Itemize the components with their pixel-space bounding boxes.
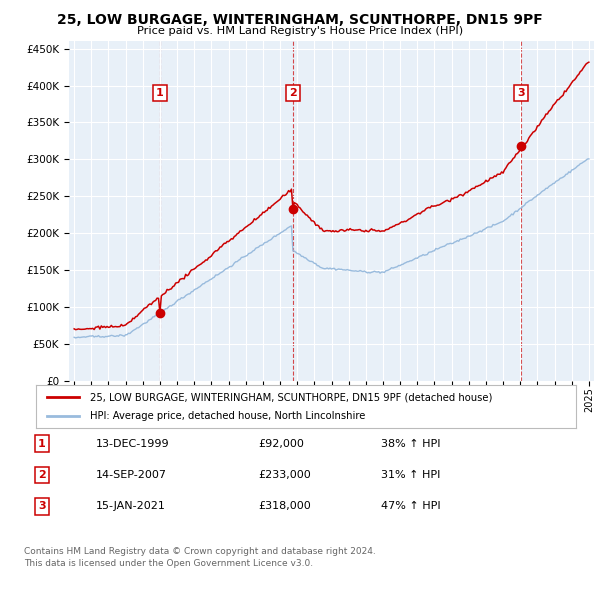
Text: £92,000: £92,000 [258,439,304,448]
Text: HPI: Average price, detached house, North Lincolnshire: HPI: Average price, detached house, Nort… [90,411,365,421]
Text: £233,000: £233,000 [258,470,311,480]
Text: 3: 3 [517,88,525,98]
Text: 1: 1 [38,439,46,448]
Text: 25, LOW BURGAGE, WINTERINGHAM, SCUNTHORPE, DN15 9PF (detached house): 25, LOW BURGAGE, WINTERINGHAM, SCUNTHORP… [90,392,493,402]
Text: Price paid vs. HM Land Registry's House Price Index (HPI): Price paid vs. HM Land Registry's House … [137,26,463,36]
Text: 1: 1 [156,88,164,98]
Text: 38% ↑ HPI: 38% ↑ HPI [381,439,440,448]
Text: This data is licensed under the Open Government Licence v3.0.: This data is licensed under the Open Gov… [24,559,313,568]
Text: 2: 2 [38,470,46,480]
Text: 47% ↑ HPI: 47% ↑ HPI [381,502,440,511]
Text: Contains HM Land Registry data © Crown copyright and database right 2024.: Contains HM Land Registry data © Crown c… [24,548,376,556]
Text: 31% ↑ HPI: 31% ↑ HPI [381,470,440,480]
Text: 2: 2 [289,88,297,98]
Text: 14-SEP-2007: 14-SEP-2007 [96,470,167,480]
Text: 13-DEC-1999: 13-DEC-1999 [96,439,170,448]
Text: £318,000: £318,000 [258,502,311,511]
Text: 15-JAN-2021: 15-JAN-2021 [96,502,166,511]
Text: 3: 3 [38,502,46,511]
Text: 25, LOW BURGAGE, WINTERINGHAM, SCUNTHORPE, DN15 9PF: 25, LOW BURGAGE, WINTERINGHAM, SCUNTHORP… [57,13,543,27]
